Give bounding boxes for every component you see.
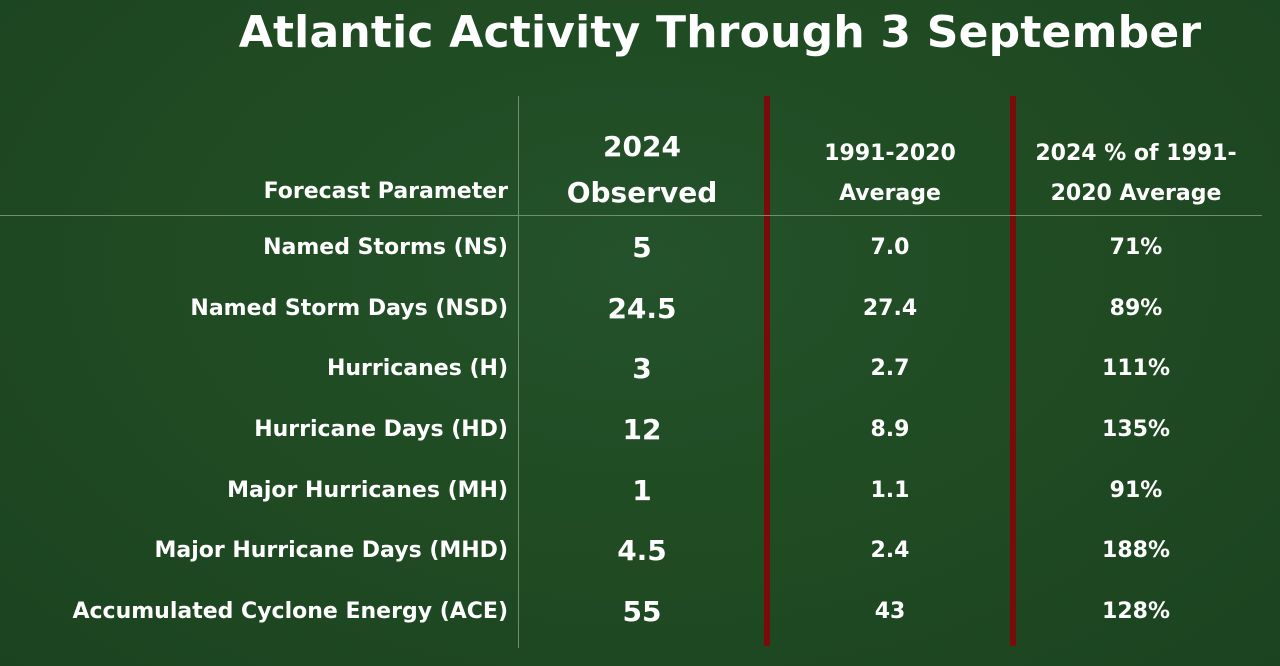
column-divider-observed	[764, 96, 770, 646]
row-observed: 12	[622, 413, 662, 446]
header-percent-line-1: 2024 % of 1991-	[1035, 141, 1237, 166]
table-row-named-storms: Named Storms (NS) 5 7.0 71%	[0, 218, 1280, 278]
row-parameter: Named Storms (NS)	[263, 235, 508, 260]
row-average: 43	[874, 599, 906, 624]
column-divider-parameter	[518, 96, 519, 648]
row-parameter: Accumulated Cyclone Energy (ACE)	[72, 599, 508, 624]
header-percent-of-average: 2024 % of 1991- 2020 Average	[1016, 134, 1256, 214]
header-2024-observed: 2024 Observed	[520, 124, 764, 216]
row-average: 27.4	[862, 296, 918, 321]
table-row-major-hurricanes: Major Hurricanes (MH) 1 1.1 91%	[0, 461, 1280, 521]
slide-title: Atlantic Activity Through 3 September	[238, 7, 1202, 58]
row-percent: 111%	[1102, 356, 1170, 381]
table-row-hurricane-days: Hurricane Days (HD) 12 8.9 135%	[0, 400, 1280, 460]
row-parameter: Major Hurricanes (MH)	[227, 478, 508, 503]
row-parameter: Hurricane Days (HD)	[254, 417, 508, 442]
row-average: 8.9	[870, 417, 910, 442]
row-percent: 135%	[1102, 417, 1170, 442]
row-observed: 4.5	[617, 534, 667, 567]
header-average-line-1: 1991-2020	[824, 141, 956, 166]
header-observed-line-1: 2024	[603, 130, 681, 163]
table-row-accumulated-cyclone-energy: Accumulated Cyclone Energy (ACE) 55 43 1…	[0, 582, 1280, 642]
header-rule	[0, 215, 1262, 216]
table-row-major-hurricane-days: Major Hurricane Days (MHD) 4.5 2.4 188%	[0, 521, 1280, 581]
row-average: 2.7	[870, 356, 910, 381]
row-average: 7.0	[870, 235, 910, 260]
activity-table: Forecast Parameter 2024 Observed 1991-20…	[0, 96, 1280, 648]
row-percent: 91%	[1109, 478, 1163, 503]
row-observed: 1	[632, 474, 652, 507]
table-row-hurricanes: Hurricanes (H) 3 2.7 111%	[0, 339, 1280, 399]
header-forecast-parameter: Forecast Parameter	[263, 179, 508, 204]
row-observed: 55	[622, 595, 662, 628]
row-parameter: Major Hurricane Days (MHD)	[154, 538, 508, 563]
column-divider-average	[1010, 96, 1016, 646]
row-percent: 71%	[1109, 235, 1163, 260]
row-average: 1.1	[870, 478, 910, 503]
header-1991-2020-average: 1991-2020 Average	[770, 134, 1010, 214]
row-observed: 24.5	[607, 292, 677, 325]
row-percent: 128%	[1102, 599, 1170, 624]
row-observed: 5	[632, 231, 652, 264]
row-parameter: Hurricanes (H)	[326, 356, 508, 381]
row-parameter: Named Storm Days (NSD)	[190, 296, 508, 321]
row-observed: 3	[632, 352, 652, 385]
row-percent: 188%	[1102, 538, 1170, 563]
header-observed-line-2: Observed	[566, 176, 718, 209]
header-average-line-2: Average	[839, 181, 941, 206]
row-average: 2.4	[870, 538, 910, 563]
row-percent: 89%	[1109, 296, 1163, 321]
header-percent-line-2: 2020 Average	[1050, 181, 1222, 206]
table-row-named-storm-days: Named Storm Days (NSD) 24.5 27.4 89%	[0, 279, 1280, 339]
